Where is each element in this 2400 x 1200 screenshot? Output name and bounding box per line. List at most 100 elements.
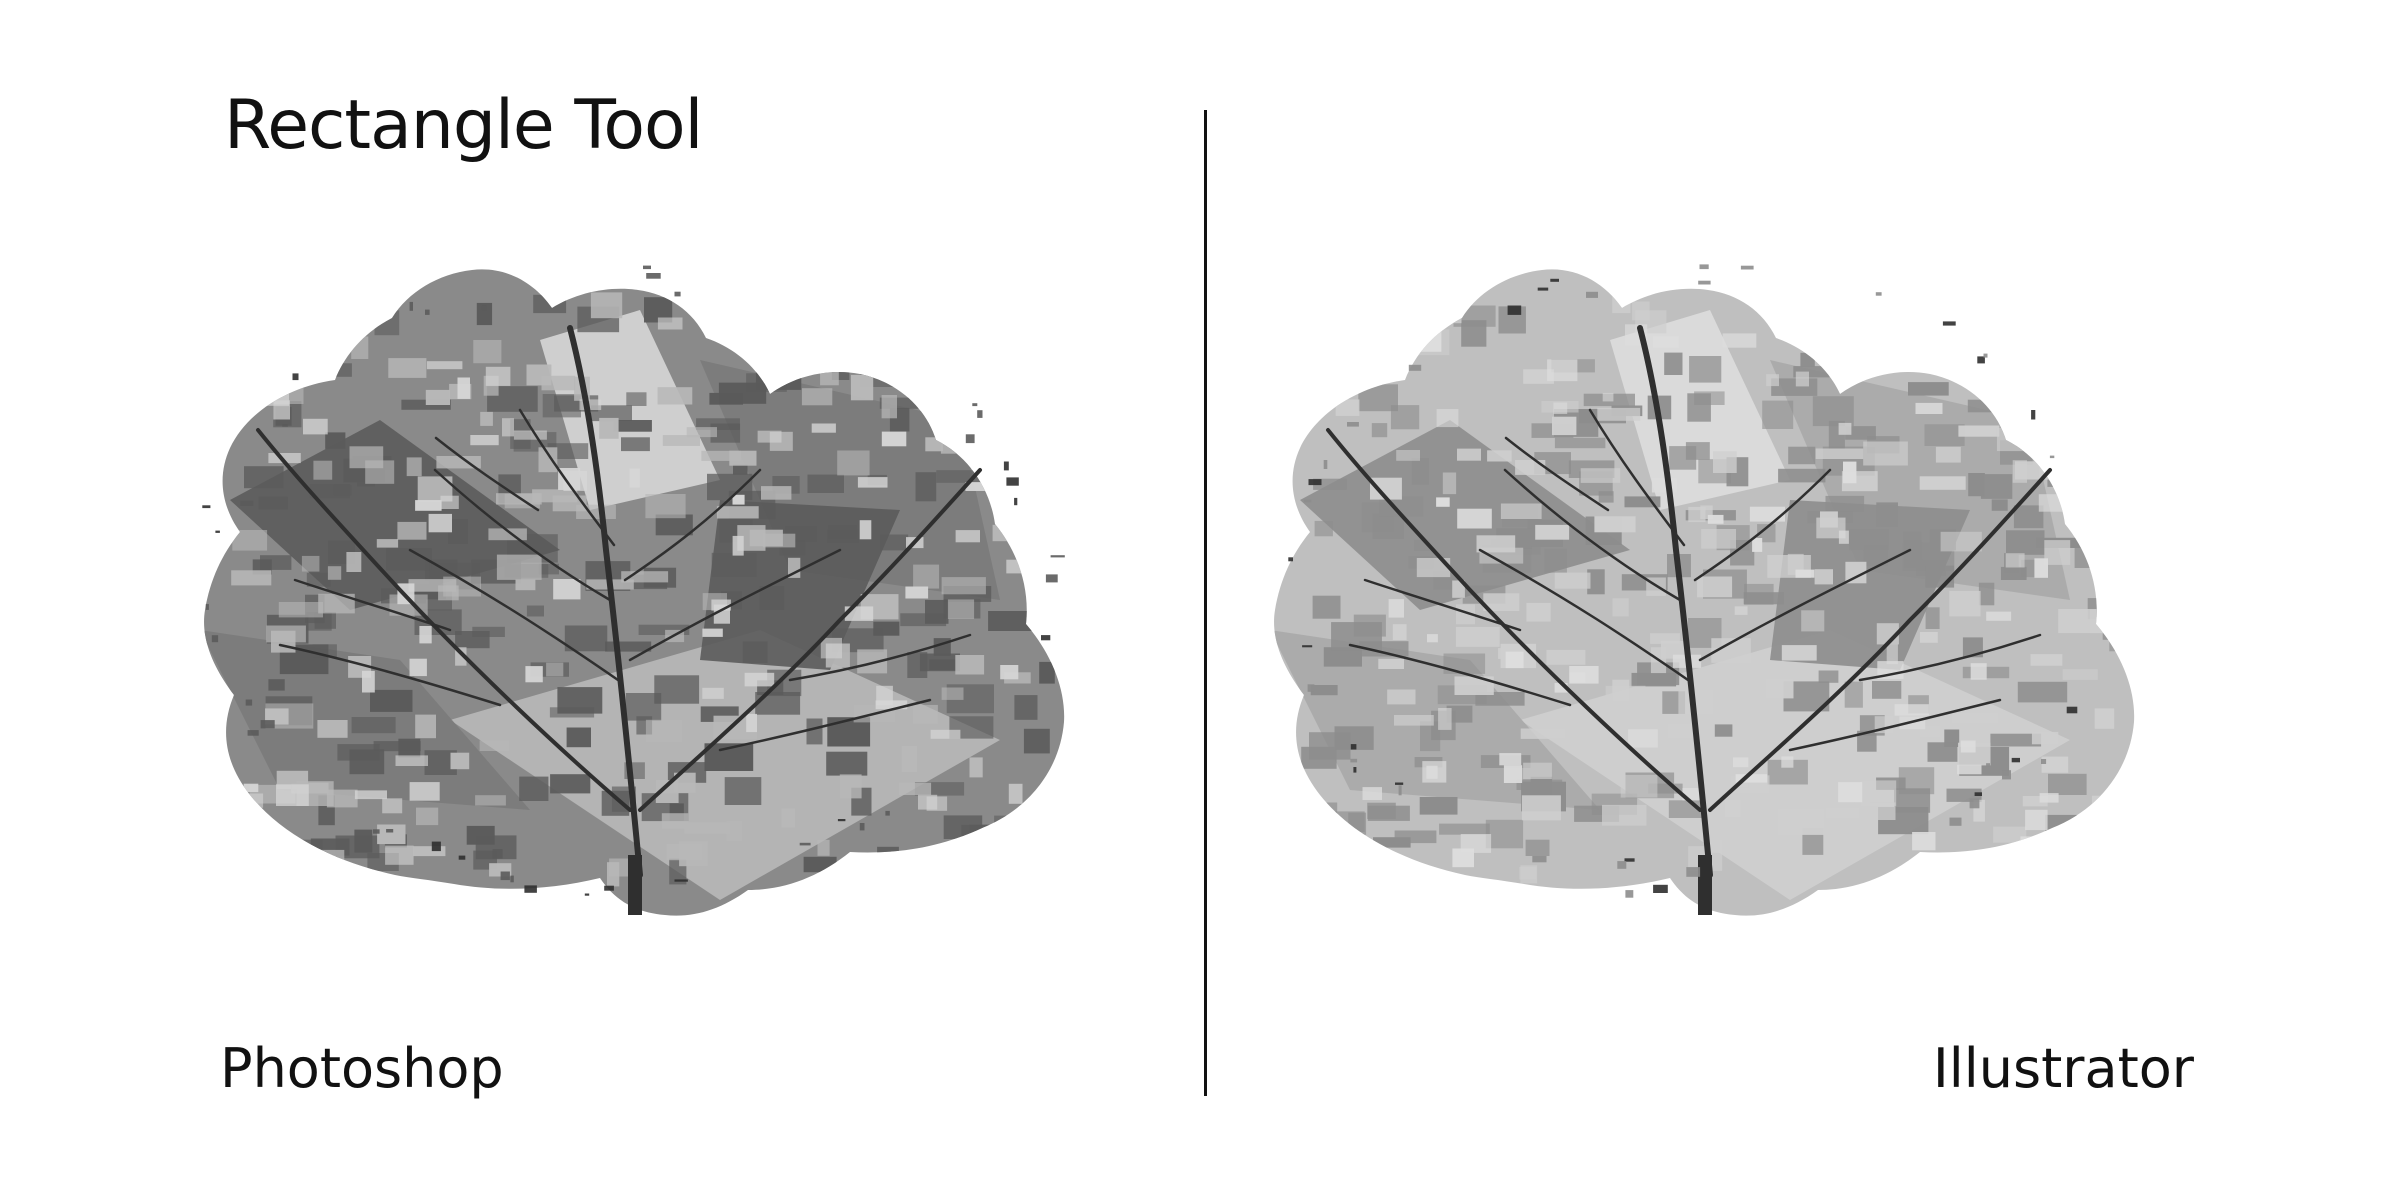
pixel-patch	[1396, 450, 1420, 461]
pixel-patch	[992, 524, 1024, 542]
pixel-patch	[1951, 864, 1984, 891]
pixel-patch	[553, 579, 581, 600]
pixel-patch	[732, 535, 744, 556]
pixel-patch	[2064, 369, 2092, 381]
pixel-patch	[1439, 823, 1490, 835]
pixel-patch	[346, 552, 362, 572]
pixel-patch	[1023, 728, 1050, 754]
edge-speck	[1986, 763, 1990, 767]
pixel-patch	[969, 757, 983, 778]
pixel-patch	[502, 418, 514, 437]
pixel-patch	[1523, 369, 1554, 384]
pixel-patch	[831, 368, 850, 380]
pixel-patch	[1554, 683, 1568, 693]
leaf-body	[204, 269, 1065, 916]
pixel-patch	[376, 539, 399, 548]
pixel-patch	[455, 647, 467, 666]
edge-speck	[837, 819, 846, 822]
pixel-patch	[306, 572, 331, 587]
edge-speck	[1045, 574, 1058, 583]
pixel-patch	[259, 310, 271, 320]
pixel-patch	[881, 431, 907, 447]
pixel-patch	[1793, 366, 1830, 378]
pixel-patch	[326, 789, 358, 808]
pixel-patch	[1818, 670, 1839, 683]
pixel-patch	[385, 845, 414, 865]
pixel-patch	[317, 720, 348, 738]
pixel-patch	[1336, 295, 1385, 314]
pixel-patch	[1362, 787, 1382, 800]
pixel-patch	[876, 685, 893, 706]
leaf-vein	[293, 578, 452, 632]
pixel-patch	[1505, 651, 1524, 669]
pixel-patch	[1707, 514, 1724, 524]
pixel-patch	[413, 846, 446, 857]
pixel-patch	[488, 528, 527, 541]
pixel-patch	[1022, 375, 1050, 394]
pixel-patch	[2080, 408, 2109, 434]
pixel-patch	[337, 744, 380, 761]
pixel-patch	[388, 358, 427, 378]
edge-speck	[1288, 557, 1293, 562]
pixel-patch	[941, 577, 986, 595]
pixel-patch	[1708, 839, 1723, 853]
pixel-patch	[761, 486, 792, 500]
pixel-patch	[713, 604, 730, 624]
pixel-patch	[755, 692, 801, 715]
edge-speck	[524, 885, 537, 893]
pixel-patch	[395, 755, 428, 766]
pixel-patch	[1825, 495, 1865, 513]
pixel-patch	[1749, 506, 1785, 522]
pixel-patch	[721, 292, 765, 322]
pixel-patch	[645, 494, 686, 519]
pixel-patch	[242, 793, 264, 808]
pixel-patch	[930, 729, 961, 739]
pixel-patch	[925, 599, 949, 624]
pixel-patch	[1912, 832, 1936, 851]
pixel-patch	[807, 474, 844, 493]
pixel-patch	[898, 782, 932, 795]
pixel-patch	[1667, 723, 1700, 739]
pixel-patch	[1919, 476, 1966, 490]
pixel-patch	[1973, 799, 1985, 822]
edge-speck	[500, 871, 510, 881]
pixel-patch	[382, 798, 403, 814]
pixel-patch	[415, 500, 442, 511]
pixel-patch	[661, 813, 689, 829]
leaf-vein	[1788, 698, 2002, 752]
photoshop-leaf-image	[200, 250, 1140, 950]
pixel-patch	[2109, 635, 2135, 652]
pixel-patch	[2039, 304, 2090, 318]
pixel-patch	[2091, 484, 2116, 503]
leaf-vein	[434, 436, 540, 512]
pixel-patch	[327, 566, 342, 580]
pixel-patch	[1801, 610, 1825, 632]
pixel-patch	[526, 364, 552, 386]
pixel-patch	[1547, 359, 1578, 382]
pixel-patch	[2091, 300, 2122, 322]
pixel-patch	[415, 714, 436, 739]
pixel-patch	[1413, 539, 1431, 551]
pixel-patch	[707, 473, 753, 501]
pixel-patch	[1733, 757, 1749, 768]
pixel-patch	[547, 443, 589, 459]
pixel-patch	[1419, 797, 1458, 815]
pixel-patch	[1870, 802, 1896, 820]
pixel-patch	[1460, 834, 1492, 853]
pixel-patch	[901, 746, 917, 772]
pixel-patch	[1446, 705, 1473, 723]
pixel-patch	[538, 563, 559, 575]
edge-speck	[260, 720, 275, 729]
pixel-patch	[1012, 845, 1054, 867]
pixel-patch	[1940, 531, 1982, 552]
leaf-vein	[278, 643, 502, 707]
pixel-patch	[621, 437, 650, 452]
pixel-patch	[788, 557, 801, 578]
pixel-patch	[1038, 800, 1058, 821]
pixel-patch	[655, 780, 679, 803]
pixel-patch	[1394, 715, 1434, 726]
pixel-patch	[893, 336, 936, 357]
pixel-patch	[877, 359, 905, 380]
pixel-patch	[1863, 441, 1908, 466]
pixel-patch	[1438, 708, 1452, 730]
